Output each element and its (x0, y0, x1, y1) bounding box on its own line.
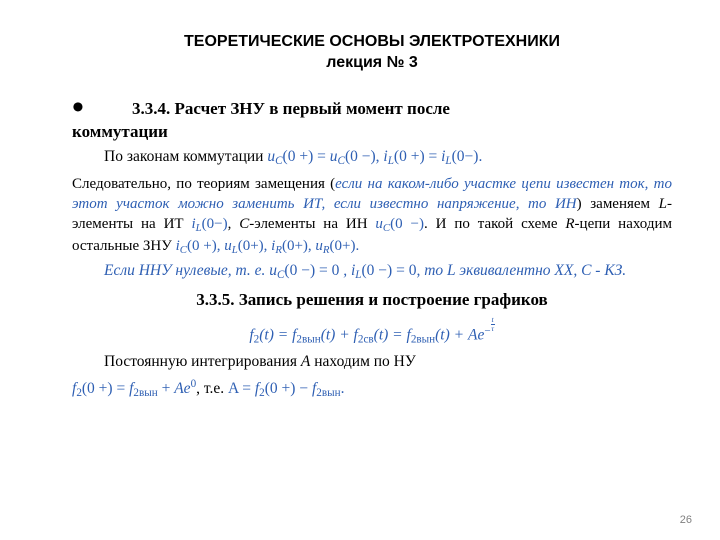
section-335-heading: 3.3.5. Запись решения и построение графи… (72, 289, 672, 312)
page-number: 26 (680, 513, 692, 528)
slide-title: ТЕОРЕТИЧЕСКИЕ ОСНОВЫ ЭЛЕКТРОТЕХНИКИ лекц… (72, 32, 672, 74)
eq-iL0minus-zero: iL(0 −) = 0 (351, 262, 416, 279)
section-334-number: 3.3.4. (132, 99, 175, 118)
eq-uc0plus: uC(0 +) = uC(0 −), iL(0 +) = iL(0−). (267, 148, 482, 165)
eq-iR0plus: iR(0+), (271, 238, 315, 254)
paragraph-zero-initial: Если ННУ нулевые, т. е. uC(0 −) = 0 , iL… (72, 261, 672, 283)
eq-iC0plus: iC(0 +), (176, 238, 221, 254)
section-334-heading: •3.3.4. Расчет ЗНУ в первый момент после… (72, 98, 672, 144)
eq-uR0plus: uR(0+). (315, 238, 359, 254)
section-334-title-part2: коммутации (72, 122, 168, 141)
eq-iL0minus: iL(0−) (191, 216, 227, 232)
eq-uL0plus: uL(0+), (224, 238, 271, 254)
title-line1: ТЕОРЕТИЧЕСКИЕ ОСНОВЫ ЭЛЕКТРОТЕХНИКИ (184, 33, 560, 50)
slide: ТЕОРЕТИЧЕСКИЕ ОСНОВЫ ЭЛЕКТРОТЕХНИКИ лекц… (0, 0, 720, 540)
title-line2: лекция № 3 (326, 54, 418, 71)
paragraph-substitution: Следовательно, по теориям замещения (есл… (72, 174, 672, 258)
paragraph-integration-const: Постоянную интегрирования А находим по Н… (72, 352, 672, 373)
equation-f2: f2(t) = f2вын(t) + f2св(t) = f2вын(t) + … (72, 316, 672, 347)
eq-uC0minus: uC(0 −) (375, 216, 424, 232)
equation-initial-cond: f2(0 +) = f2вын + Ae0, т.е. A = f2(0 +) … (72, 377, 672, 401)
paragraph-commutation-laws: По законам коммутации uC(0 +) = uC(0 −),… (72, 147, 672, 169)
eq-uC0minus-zero: uC(0 −) = 0 (269, 262, 343, 279)
section-334-title-part1: Расчет ЗНУ в первый момент после (175, 99, 450, 118)
